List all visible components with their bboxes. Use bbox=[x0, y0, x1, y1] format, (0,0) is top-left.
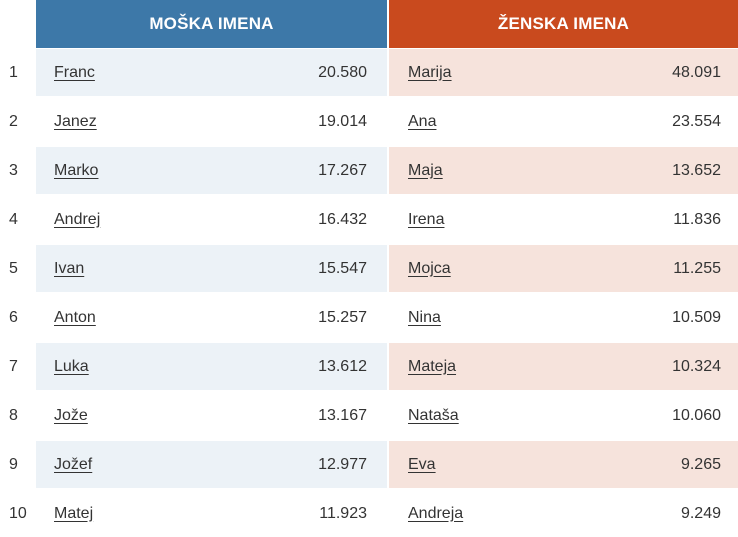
female-count: 11.836 bbox=[673, 210, 721, 228]
rank-number: 5 bbox=[9, 259, 18, 277]
table-row: 5 Ivan 15.547 Mojca 11.255 bbox=[0, 245, 738, 292]
female-cell: Maja 13.652 bbox=[389, 147, 738, 194]
male-cell: Marko 17.267 bbox=[36, 147, 387, 194]
male-count: 15.257 bbox=[318, 308, 367, 326]
male-count: 12.977 bbox=[318, 455, 367, 473]
female-count: 48.091 bbox=[672, 63, 721, 81]
male-cell: Anton 15.257 bbox=[36, 294, 387, 341]
male-name-link[interactable]: Janez bbox=[54, 112, 97, 130]
male-cell: Jože 13.167 bbox=[36, 392, 387, 439]
male-name-link[interactable]: Jožef bbox=[54, 455, 93, 473]
female-name-link[interactable]: Irena bbox=[408, 210, 445, 228]
female-name-link[interactable]: Mojca bbox=[408, 259, 451, 277]
male-cell: Jožef 12.977 bbox=[36, 441, 387, 488]
rank-number: 2 bbox=[9, 112, 18, 130]
female-cell: Mateja 10.324 bbox=[389, 343, 738, 390]
male-count: 11.923 bbox=[319, 504, 367, 522]
male-cell: Ivan 15.547 bbox=[36, 245, 387, 292]
female-count: 10.509 bbox=[672, 308, 721, 326]
female-cell: Andreja 9.249 bbox=[389, 490, 738, 537]
table-row: 4 Andrej 16.432 Irena 11.836 bbox=[0, 196, 738, 243]
female-name-link[interactable]: Mateja bbox=[408, 357, 457, 375]
male-names-header: MOŠKA IMENA bbox=[36, 0, 387, 48]
male-count: 17.267 bbox=[318, 161, 367, 179]
rank-number: 3 bbox=[9, 161, 18, 179]
female-name-link[interactable]: Maja bbox=[408, 161, 443, 179]
rank-number: 9 bbox=[9, 455, 18, 473]
female-name-link[interactable]: Marija bbox=[408, 63, 452, 81]
female-name-link[interactable]: Nataša bbox=[408, 406, 459, 424]
male-name-link[interactable]: Anton bbox=[54, 308, 96, 326]
male-name-link[interactable]: Marko bbox=[54, 161, 99, 179]
female-cell: Eva 9.265 bbox=[389, 441, 738, 488]
female-cell: Marija 48.091 bbox=[389, 49, 738, 96]
male-cell: Janez 19.014 bbox=[36, 98, 387, 145]
female-count: 11.255 bbox=[673, 259, 721, 277]
male-count: 15.547 bbox=[318, 259, 367, 277]
male-cell: Matej 11.923 bbox=[36, 490, 387, 537]
male-cell: Andrej 16.432 bbox=[36, 196, 387, 243]
male-name-link[interactable]: Jože bbox=[54, 406, 88, 424]
female-name-link[interactable]: Nina bbox=[408, 308, 441, 326]
female-count: 13.652 bbox=[672, 161, 721, 179]
table-row: 1 Franc 20.580 Marija 48.091 bbox=[0, 49, 738, 96]
rank-number: 4 bbox=[9, 210, 18, 228]
rank-number: 10 bbox=[9, 504, 27, 522]
male-name-link[interactable]: Ivan bbox=[54, 259, 85, 277]
female-count: 10.060 bbox=[672, 406, 721, 424]
female-count: 10.324 bbox=[672, 357, 721, 375]
female-cell: Irena 11.836 bbox=[389, 196, 738, 243]
rank-number: 7 bbox=[9, 357, 18, 375]
table-row: 6 Anton 15.257 Nina 10.509 bbox=[0, 294, 738, 341]
male-count: 20.580 bbox=[318, 63, 367, 81]
male-count: 13.167 bbox=[318, 406, 367, 424]
male-cell: Luka 13.612 bbox=[36, 343, 387, 390]
female-name-link[interactable]: Eva bbox=[408, 455, 436, 473]
male-count: 13.612 bbox=[318, 357, 367, 375]
female-name-link[interactable]: Andreja bbox=[408, 504, 464, 522]
female-count: 23.554 bbox=[672, 112, 721, 130]
table-row: 8 Jože 13.167 Nataša 10.060 bbox=[0, 392, 738, 439]
female-cell: Nina 10.509 bbox=[389, 294, 738, 341]
table-row: 7 Luka 13.612 Mateja 10.324 bbox=[0, 343, 738, 390]
rank-number: 6 bbox=[9, 308, 18, 326]
female-cell: Ana 23.554 bbox=[389, 98, 738, 145]
table-row: 10 Matej 11.923 Andreja 9.249 bbox=[0, 490, 738, 537]
table-row: 3 Marko 17.267 Maja 13.652 bbox=[0, 147, 738, 194]
rank-number: 8 bbox=[9, 406, 18, 424]
rank-number: 1 bbox=[9, 63, 18, 81]
female-names-header: ŽENSKA IMENA bbox=[389, 0, 738, 48]
male-name-link[interactable]: Andrej bbox=[54, 210, 101, 228]
table-row: 9 Jožef 12.977 Eva 9.265 bbox=[0, 441, 738, 488]
male-count: 16.432 bbox=[318, 210, 367, 228]
female-name-link[interactable]: Ana bbox=[408, 112, 437, 130]
table-row: 2 Janez 19.014 Ana 23.554 bbox=[0, 98, 738, 145]
male-cell: Franc 20.580 bbox=[36, 49, 387, 96]
female-cell: Nataša 10.060 bbox=[389, 392, 738, 439]
female-cell: Mojca 11.255 bbox=[389, 245, 738, 292]
female-count: 9.265 bbox=[680, 455, 721, 473]
male-name-link[interactable]: Luka bbox=[54, 357, 89, 375]
male-count: 19.014 bbox=[318, 112, 367, 130]
female-count: 9.249 bbox=[680, 504, 721, 522]
male-name-link[interactable]: Matej bbox=[54, 504, 94, 522]
male-name-link[interactable]: Franc bbox=[54, 63, 95, 81]
